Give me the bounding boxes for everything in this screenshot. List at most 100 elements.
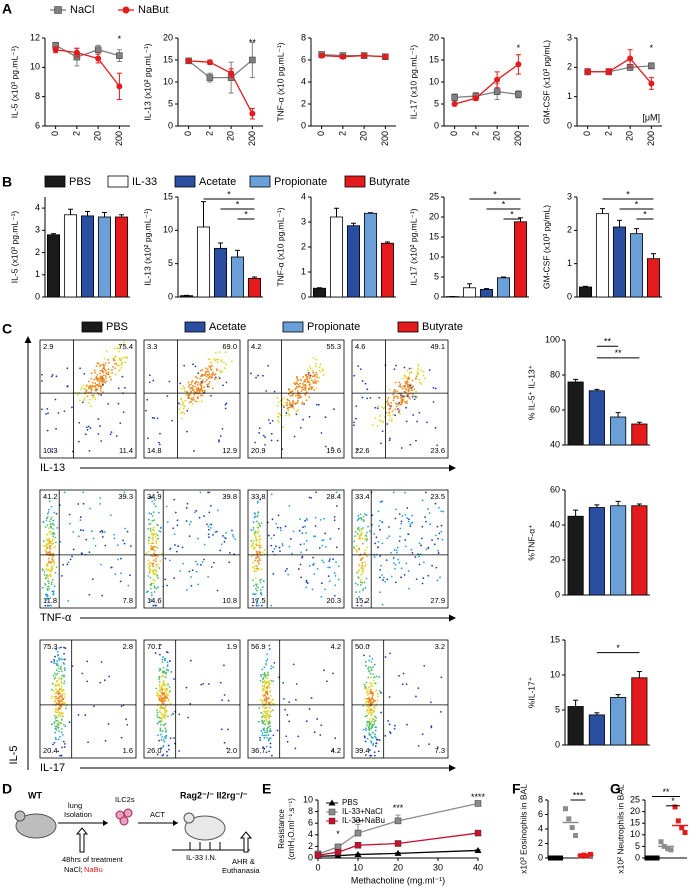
cell-dot	[354, 535, 356, 537]
bar	[632, 678, 647, 745]
point	[683, 830, 688, 835]
cell-dot	[52, 539, 54, 541]
label: Euthanasia	[222, 866, 260, 875]
cell-dot	[363, 516, 365, 518]
cell-dot	[108, 676, 110, 678]
cell-dot	[257, 532, 259, 534]
bar	[98, 217, 110, 297]
quadrant-value: 69.0	[222, 342, 237, 351]
cell-dot	[427, 547, 429, 549]
cell-dot	[83, 385, 85, 387]
cell-dot	[282, 682, 284, 684]
cell-dot	[54, 585, 56, 587]
flow-plot: 33.423.515.227.9	[352, 490, 448, 608]
cell-dot	[394, 568, 396, 570]
y-tick-label: 15	[429, 231, 439, 241]
cell-dot	[61, 732, 63, 734]
cell-dot	[323, 561, 325, 563]
cell-dot	[435, 388, 437, 390]
bar	[589, 508, 604, 596]
cell-dot	[60, 714, 62, 716]
point	[676, 818, 681, 823]
cell-dot	[262, 690, 264, 692]
cell-dot	[170, 737, 172, 739]
cell-dot	[55, 685, 57, 687]
point	[494, 89, 500, 95]
cell-dot	[221, 371, 223, 373]
cell-dot	[50, 562, 52, 564]
cell-dot	[266, 700, 268, 702]
cell-dot	[189, 535, 191, 537]
cell-dot	[355, 583, 357, 585]
cell-dot	[149, 568, 151, 570]
y-axis-label: %TNF-α⁺	[526, 524, 536, 561]
cell-dot	[114, 347, 116, 349]
bar	[347, 226, 359, 297]
cell-dot	[315, 359, 317, 361]
cell-dot	[210, 375, 212, 377]
cell-dot	[311, 388, 313, 390]
bar	[589, 715, 604, 745]
cell-dot	[206, 371, 208, 373]
quadrant-value: 4.6	[355, 342, 365, 351]
cell-dot	[312, 386, 314, 388]
cell-dot	[57, 654, 59, 656]
cell-dot	[204, 374, 206, 376]
point	[627, 56, 633, 62]
cell-dot	[379, 591, 381, 593]
cell-dot	[372, 695, 374, 697]
cell-dot	[362, 557, 364, 559]
cell-dot	[409, 368, 411, 370]
cell-dot	[255, 565, 257, 567]
cell-dot	[51, 583, 53, 585]
cell-dot	[308, 388, 310, 390]
cell-dot	[192, 399, 194, 401]
cell-dot	[304, 385, 306, 387]
cell-dot	[260, 699, 262, 701]
cell-dot	[363, 729, 365, 731]
cell-dot	[264, 549, 266, 551]
point	[515, 61, 521, 67]
cell-dot	[269, 730, 271, 732]
cell-dot	[353, 424, 355, 426]
cell-dot	[208, 491, 210, 493]
cell-dot	[221, 699, 223, 701]
cell-dot	[270, 695, 272, 697]
cell-dot	[256, 538, 258, 540]
cell-dot	[149, 565, 151, 567]
quadrant-value: 14.8	[147, 446, 162, 455]
cell-dot	[59, 736, 61, 738]
cell-dot	[218, 441, 220, 443]
cell-dot	[263, 734, 265, 736]
cell-dot	[366, 514, 368, 516]
cell-dot	[442, 539, 444, 541]
cell-dot	[378, 405, 380, 407]
schematic: WT lung Isolation ILC2s ACT Rag2⁻/⁻ Il2r…	[15, 790, 260, 875]
cell-dot	[361, 567, 363, 569]
cell-dot	[301, 403, 303, 405]
cell-dot	[381, 406, 383, 408]
cell-dot	[101, 595, 103, 597]
cell-dot	[104, 382, 106, 384]
cell-dot	[424, 516, 426, 518]
quadrant-value: 56.9	[251, 642, 266, 651]
cell-dot	[366, 682, 368, 684]
cell-dot	[371, 661, 373, 663]
cell-dot	[193, 399, 195, 401]
y-axis-label: IL-17 (x10 pg.mL⁻¹)	[408, 45, 418, 120]
cell-dot	[437, 550, 439, 552]
cell-dot	[387, 720, 389, 722]
cell-dot	[167, 521, 169, 523]
cell-dot	[164, 660, 166, 662]
cell-dot	[64, 694, 66, 696]
series-line	[189, 60, 253, 78]
cell-dot	[293, 382, 295, 384]
cell-dot	[165, 712, 167, 714]
cell-dot	[165, 706, 167, 708]
cell-dot	[262, 706, 264, 708]
cell-dot	[378, 525, 380, 527]
cell-dot	[393, 413, 395, 415]
x-tick-label: 2	[337, 131, 347, 136]
cell-dot	[360, 581, 362, 583]
y-tick-label: 3	[567, 191, 572, 201]
